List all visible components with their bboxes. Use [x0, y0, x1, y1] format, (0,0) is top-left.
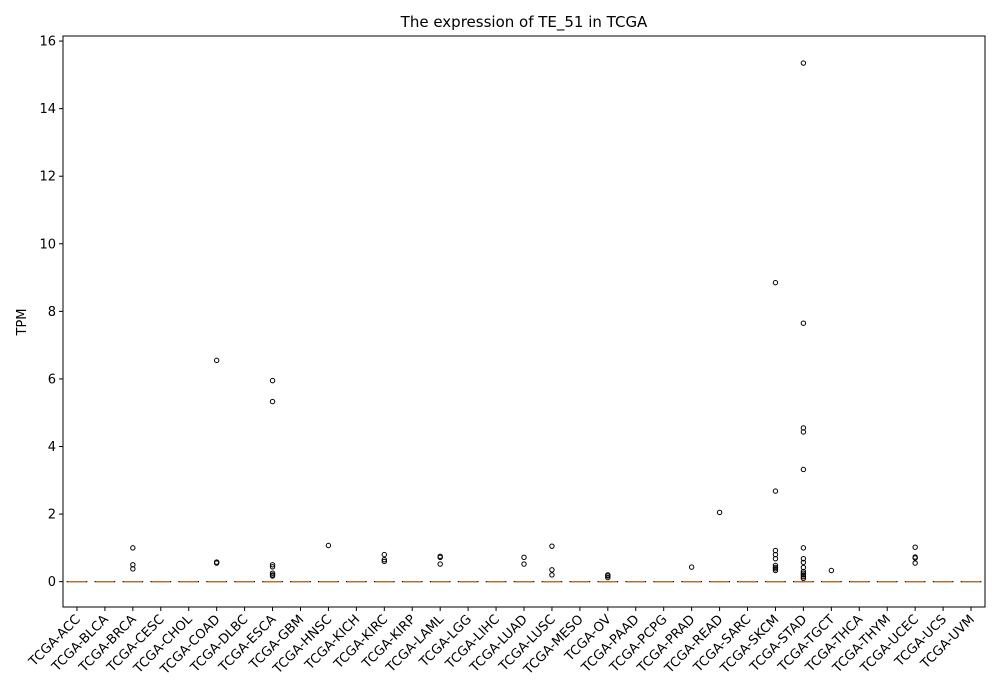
outlier-point — [269, 377, 276, 384]
outlier-point — [772, 566, 779, 572]
outlier-point — [269, 562, 276, 568]
outlier-point — [130, 566, 136, 572]
y-tick-label: 12 — [39, 170, 56, 185]
outlier-point — [800, 555, 807, 562]
outlier-point — [800, 545, 807, 551]
outlier-point — [269, 573, 276, 579]
outlier-point — [269, 564, 276, 570]
y-tick-label: 0 — [48, 575, 56, 590]
outlier-point — [800, 573, 807, 580]
outlier-point — [521, 561, 527, 567]
outlier-point — [800, 572, 807, 578]
y-tick-label: 6 — [48, 372, 56, 387]
outlier-point — [325, 542, 332, 549]
outlier-point — [549, 543, 555, 549]
outlier-point — [772, 555, 779, 562]
outlier-point — [381, 556, 388, 563]
y-tick-label: 10 — [39, 237, 56, 252]
outlier-point — [213, 357, 220, 364]
outlier-point — [213, 560, 220, 566]
outlier-point — [269, 398, 276, 405]
outlier-point — [800, 320, 807, 326]
chart-title: The expression of TE_51 in TCGA — [400, 13, 648, 32]
outlier-point — [772, 567, 779, 574]
outlier-point — [912, 560, 918, 566]
outlier-point — [828, 567, 835, 574]
y-tick-label: 4 — [48, 440, 56, 455]
outlier-point — [912, 555, 918, 561]
outlier-point — [912, 544, 918, 550]
outlier-point — [269, 570, 276, 576]
outlier-point — [772, 488, 779, 494]
outlier-point — [772, 279, 779, 286]
outlier-point — [800, 60, 807, 66]
outlier-point — [800, 559, 807, 566]
outlier-point — [688, 564, 695, 570]
outlier-point — [549, 572, 555, 578]
outlier-point — [549, 567, 555, 573]
outlier-point — [800, 570, 807, 576]
outlier-point — [800, 575, 807, 581]
outlier-point — [521, 554, 527, 561]
outlier-point — [800, 429, 807, 435]
outlier-point — [437, 554, 443, 561]
outlier-point — [130, 545, 136, 551]
y-tick-label: 16 — [39, 35, 56, 50]
plot-area: 0246810121416TCGA-ACCTCGA-BLCATCGA-BRCAT… — [26, 35, 986, 678]
y-axis-label: TPM — [15, 309, 30, 337]
y-tick-label: 2 — [48, 508, 56, 523]
y-tick-label: 14 — [39, 102, 56, 117]
outlier-point — [605, 573, 611, 579]
outlier-point — [381, 551, 388, 558]
outlier-point — [800, 568, 807, 575]
outlier-point — [605, 574, 611, 581]
outlier-point — [800, 466, 807, 473]
outlier-point — [437, 561, 443, 567]
outlier-point — [716, 509, 723, 516]
plot-frame — [62, 35, 986, 608]
outlier-point — [772, 562, 779, 569]
outlier-point — [381, 558, 388, 565]
y-tick-label: 8 — [48, 305, 56, 320]
